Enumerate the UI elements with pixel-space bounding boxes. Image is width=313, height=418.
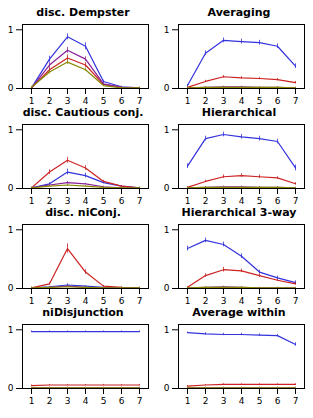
svg-text:2: 2 (47, 96, 53, 106)
svg-text:7: 7 (137, 296, 143, 306)
svg-text:1: 1 (185, 96, 191, 106)
svg-text:0: 0 (8, 83, 14, 93)
svg-text:1: 1 (185, 196, 191, 206)
html-text:disc. Dempster: disc. Dempster (36, 6, 130, 19)
html-text:Hierarchical 3-way: Hierarchical 3-way (181, 206, 297, 219)
svg-text:1: 1 (8, 325, 14, 335)
svg-text:7: 7 (137, 96, 143, 106)
svg-text:6: 6 (275, 396, 281, 406)
svg-text:7: 7 (293, 196, 299, 206)
svg-text:5: 5 (257, 396, 263, 406)
svg-text:3: 3 (221, 96, 227, 106)
svg-text:6: 6 (275, 296, 281, 306)
svg-text:5: 5 (257, 196, 263, 206)
svg-text:3: 3 (221, 296, 227, 306)
svg-text:1: 1 (8, 125, 14, 135)
svg-text:4: 4 (239, 196, 245, 206)
svg-text:7: 7 (293, 96, 299, 106)
svg-text:1: 1 (8, 225, 14, 235)
svg-text:7: 7 (137, 396, 143, 406)
svg-text:6: 6 (119, 396, 125, 406)
svg-text:2: 2 (47, 196, 53, 206)
svg-text:0: 0 (164, 283, 170, 293)
svg-text:4: 4 (83, 96, 89, 106)
svg-text:1: 1 (29, 396, 35, 406)
svg-text:4: 4 (83, 196, 89, 206)
svg-text:2: 2 (47, 396, 53, 406)
svg-text:2: 2 (203, 196, 209, 206)
svg-text:1: 1 (185, 296, 191, 306)
svg-text:3: 3 (221, 196, 227, 206)
html-text:disc. Cautious conj.: disc. Cautious conj. (22, 106, 144, 119)
svg-text:5: 5 (101, 396, 107, 406)
svg-text:2: 2 (203, 396, 209, 406)
html-text:Averaging: Averaging (207, 6, 271, 19)
svg-text:5: 5 (101, 296, 107, 306)
svg-text:0: 0 (8, 383, 14, 393)
svg-text:0: 0 (8, 183, 14, 193)
svg-text:2: 2 (47, 296, 53, 306)
svg-text:5: 5 (101, 196, 107, 206)
svg-text:5: 5 (257, 96, 263, 106)
svg-text:1: 1 (185, 396, 191, 406)
svg-text:0: 0 (164, 383, 170, 393)
svg-text:6: 6 (275, 196, 281, 206)
svg-text:2: 2 (203, 96, 209, 106)
svg-text:6: 6 (275, 96, 281, 106)
svg-text:3: 3 (65, 296, 71, 306)
svg-text:0: 0 (164, 183, 170, 193)
svg-text:1: 1 (164, 325, 170, 335)
html-text:disc. niConj.: disc. niConj. (45, 206, 121, 219)
svg-text:0: 0 (8, 283, 14, 293)
svg-text:6: 6 (119, 196, 125, 206)
svg-text:2: 2 (203, 296, 209, 306)
svg-text:3: 3 (65, 96, 71, 106)
svg-text:1: 1 (29, 96, 35, 106)
svg-text:5: 5 (257, 296, 263, 306)
svg-text:6: 6 (119, 296, 125, 306)
svg-text:1: 1 (164, 125, 170, 135)
svg-text:4: 4 (239, 96, 245, 106)
svg-text:1: 1 (164, 25, 170, 35)
svg-text:1: 1 (29, 296, 35, 306)
svg-text:6: 6 (119, 96, 125, 106)
svg-text:1: 1 (29, 196, 35, 206)
svg-text:3: 3 (221, 396, 227, 406)
svg-text:3: 3 (65, 396, 71, 406)
html-text:niDisjunction: niDisjunction (42, 306, 124, 319)
svg-text:1: 1 (8, 25, 14, 35)
svg-text:4: 4 (239, 396, 245, 406)
svg-text:5: 5 (101, 96, 107, 106)
svg-text:3: 3 (65, 196, 71, 206)
svg-text:7: 7 (137, 196, 143, 206)
svg-text:7: 7 (293, 296, 299, 306)
svg-text:4: 4 (239, 296, 245, 306)
svg-text:0: 0 (164, 83, 170, 93)
html-text:Average within: Average within (192, 306, 286, 319)
html-text:Hierarchical: Hierarchical (201, 106, 277, 119)
svg-text:4: 4 (83, 396, 89, 406)
svg-text:7: 7 (293, 396, 299, 406)
svg-text:4: 4 (83, 296, 89, 306)
svg-text:1: 1 (164, 225, 170, 235)
